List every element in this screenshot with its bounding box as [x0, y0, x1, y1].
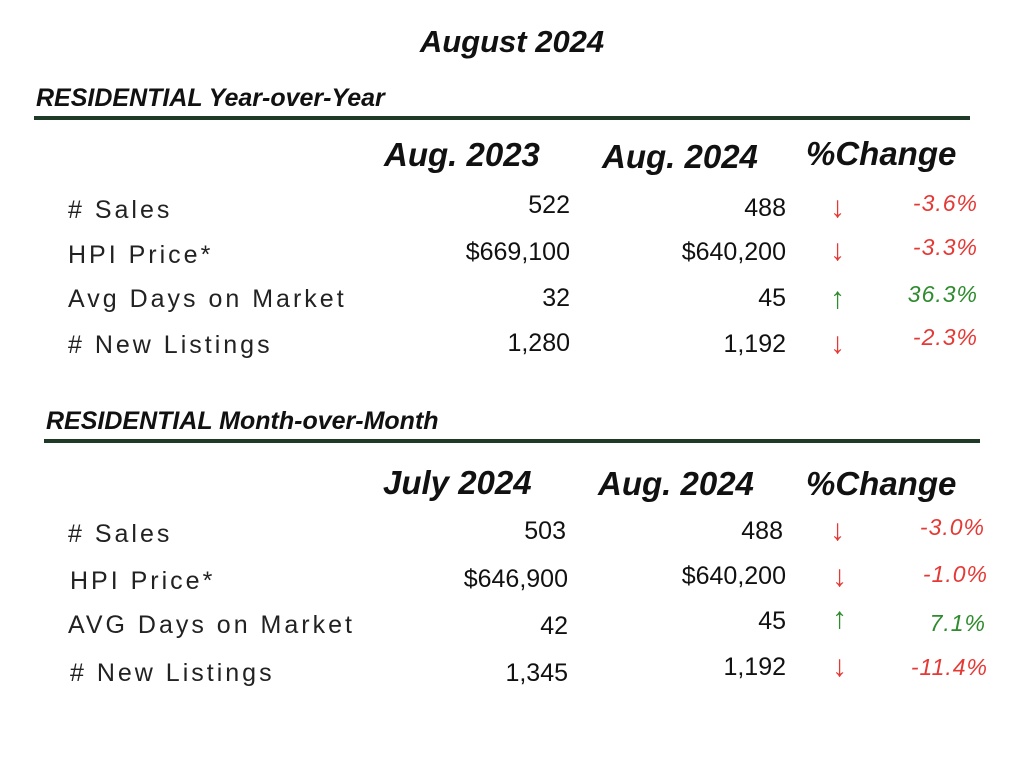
up-arrow-icon: ↑	[832, 602, 847, 635]
mom-row-value-july: 42	[540, 612, 568, 640]
yoy-col-change: %Change	[806, 135, 957, 172]
mom-row-value-july: 503	[524, 517, 566, 545]
mom-row-label: # Sales	[68, 520, 173, 548]
mom-row-value-july: 1,345	[505, 659, 568, 687]
yoy-row-value-2024: 488	[744, 194, 786, 222]
yoy-row-value-2024: 1,192	[723, 330, 786, 358]
yoy-section-heading: RESIDENTIAL Year-over-Year	[36, 84, 385, 112]
down-arrow-icon: ↓	[830, 514, 845, 547]
yoy-row-value-2023: $669,100	[465, 238, 570, 266]
down-arrow-icon: ↓	[830, 234, 845, 267]
mom-row-label: # New Listings	[70, 659, 275, 687]
up-arrow-icon: ↑	[830, 282, 845, 315]
mom-divider	[44, 439, 980, 443]
yoy-row-label: HPI Price*	[68, 241, 214, 269]
mom-row-value-aug: 488	[741, 517, 783, 545]
mom-row-change: -1.0%	[922, 561, 988, 587]
yoy-row-label: Avg Days on Market	[68, 285, 347, 313]
down-arrow-icon: ↓	[832, 650, 847, 683]
down-arrow-icon: ↓	[830, 191, 845, 224]
page-title: August 2024	[419, 24, 605, 59]
mom-row-label: HPI Price*	[70, 567, 216, 595]
yoy-row-value-2024: 45	[758, 284, 786, 312]
yoy-row-change: 36.3%	[907, 281, 978, 307]
yoy-row-value-2023: 1,280	[507, 329, 570, 357]
yoy-row-label: # Sales	[68, 196, 173, 224]
yoy-row-value-2023: 522	[528, 191, 570, 219]
mom-row-change: -3.0%	[919, 514, 985, 540]
yoy-col-aug-2024: Aug. 2024	[602, 138, 758, 175]
mom-row-value-aug: 1,192	[723, 653, 786, 681]
yoy-row-change: -3.3%	[912, 234, 978, 260]
mom-row-value-aug: $640,200	[681, 562, 786, 590]
mom-row-change: -11.4%	[910, 654, 988, 680]
mom-row-value-aug: 45	[758, 607, 786, 635]
down-arrow-icon: ↓	[830, 327, 845, 360]
yoy-col-aug-2023: Aug. 2023	[384, 136, 540, 173]
yoy-row-value-2023: 32	[542, 284, 570, 312]
mom-col-aug-2024: Aug. 2024	[598, 465, 754, 502]
mom-col-july-2024: July 2024	[383, 464, 532, 501]
yoy-row-change: -2.3%	[912, 324, 978, 350]
yoy-row-change: -3.6%	[912, 190, 978, 216]
yoy-row-label: # New Listings	[68, 331, 273, 359]
yoy-divider	[34, 116, 970, 120]
mom-row-change: 7.1%	[929, 610, 986, 636]
mom-row-label: AVG Days on Market	[68, 611, 355, 639]
mom-row-value-july: $646,900	[463, 565, 568, 593]
mom-section-heading: RESIDENTIAL Month-over-Month	[46, 407, 439, 435]
down-arrow-icon: ↓	[832, 560, 847, 593]
mom-col-change: %Change	[806, 465, 957, 502]
yoy-row-value-2024: $640,200	[681, 238, 786, 266]
